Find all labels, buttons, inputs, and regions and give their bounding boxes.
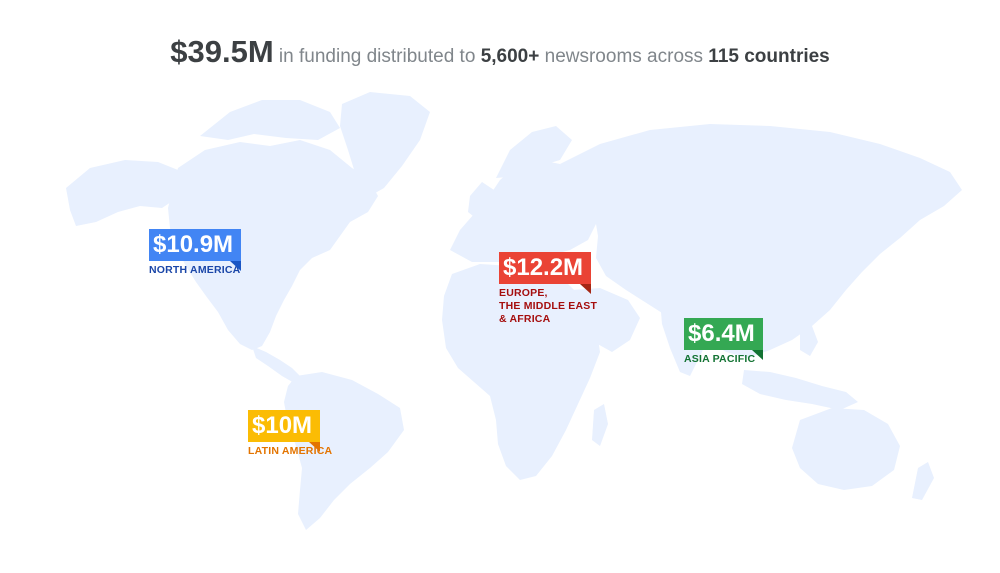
arabia-landmass (572, 288, 640, 352)
scandinavia-landmass (496, 126, 572, 178)
australia-landmass (792, 408, 900, 490)
headline: $39.5M in funding distributed to 5,600+ … (0, 34, 1000, 70)
amount-tag-emea: $12.2M (499, 252, 592, 294)
region-label-asia-pacific: ASIA PACIFIC (684, 353, 756, 365)
new-zealand-landmass (912, 462, 934, 500)
amount-tag-latin-america: $10M (248, 410, 321, 452)
headline-text-1: in funding distributed to (273, 46, 481, 67)
asia-landmass (560, 124, 962, 358)
japan-landmass (848, 222, 874, 262)
region-label-emea-line-3: & AFRICA (499, 313, 551, 325)
philippines-landmass (800, 326, 818, 356)
newsroom-count: 5,600+ (480, 46, 540, 67)
greenland-landmass (340, 92, 430, 196)
callout-north-america: $10.9M NORTH AMERICA (149, 229, 242, 277)
alaska-landmass (66, 160, 180, 226)
region-label-emea-line-1: EUROPE, (499, 287, 548, 299)
amount-tag-north-america: $10.9M (149, 229, 242, 271)
british-isles-landmass (468, 182, 494, 220)
arctic-islands-landmass (200, 100, 340, 140)
callout-asia-pacific: $6.4M ASIA PACIFIC (684, 318, 763, 366)
callout-latin-america: $10M LATIN AMERICA (248, 410, 332, 458)
region-label-emea-line-2: THE MIDDLE EAST (499, 300, 598, 312)
madagascar-landmass (592, 404, 608, 446)
indonesia-landmass (742, 370, 858, 410)
region-label-north-america: NORTH AMERICA (149, 264, 241, 276)
europe-landmass (450, 160, 598, 262)
country-count: 115 countries (708, 46, 830, 67)
callout-emea: $12.2M EUROPE, THE MIDDLE EAST & AFRICA (499, 252, 597, 326)
total-funding: $39.5M (170, 34, 274, 69)
north-america-landmass (168, 140, 378, 350)
headline-text-2: newsrooms across (539, 46, 709, 67)
amount-tag-asia-pacific: $6.4M (684, 318, 763, 360)
central-america-landmass (252, 346, 302, 384)
region-label-emea: EUROPE, THE MIDDLE EAST & AFRICA (499, 287, 597, 326)
africa-landmass (442, 264, 600, 480)
